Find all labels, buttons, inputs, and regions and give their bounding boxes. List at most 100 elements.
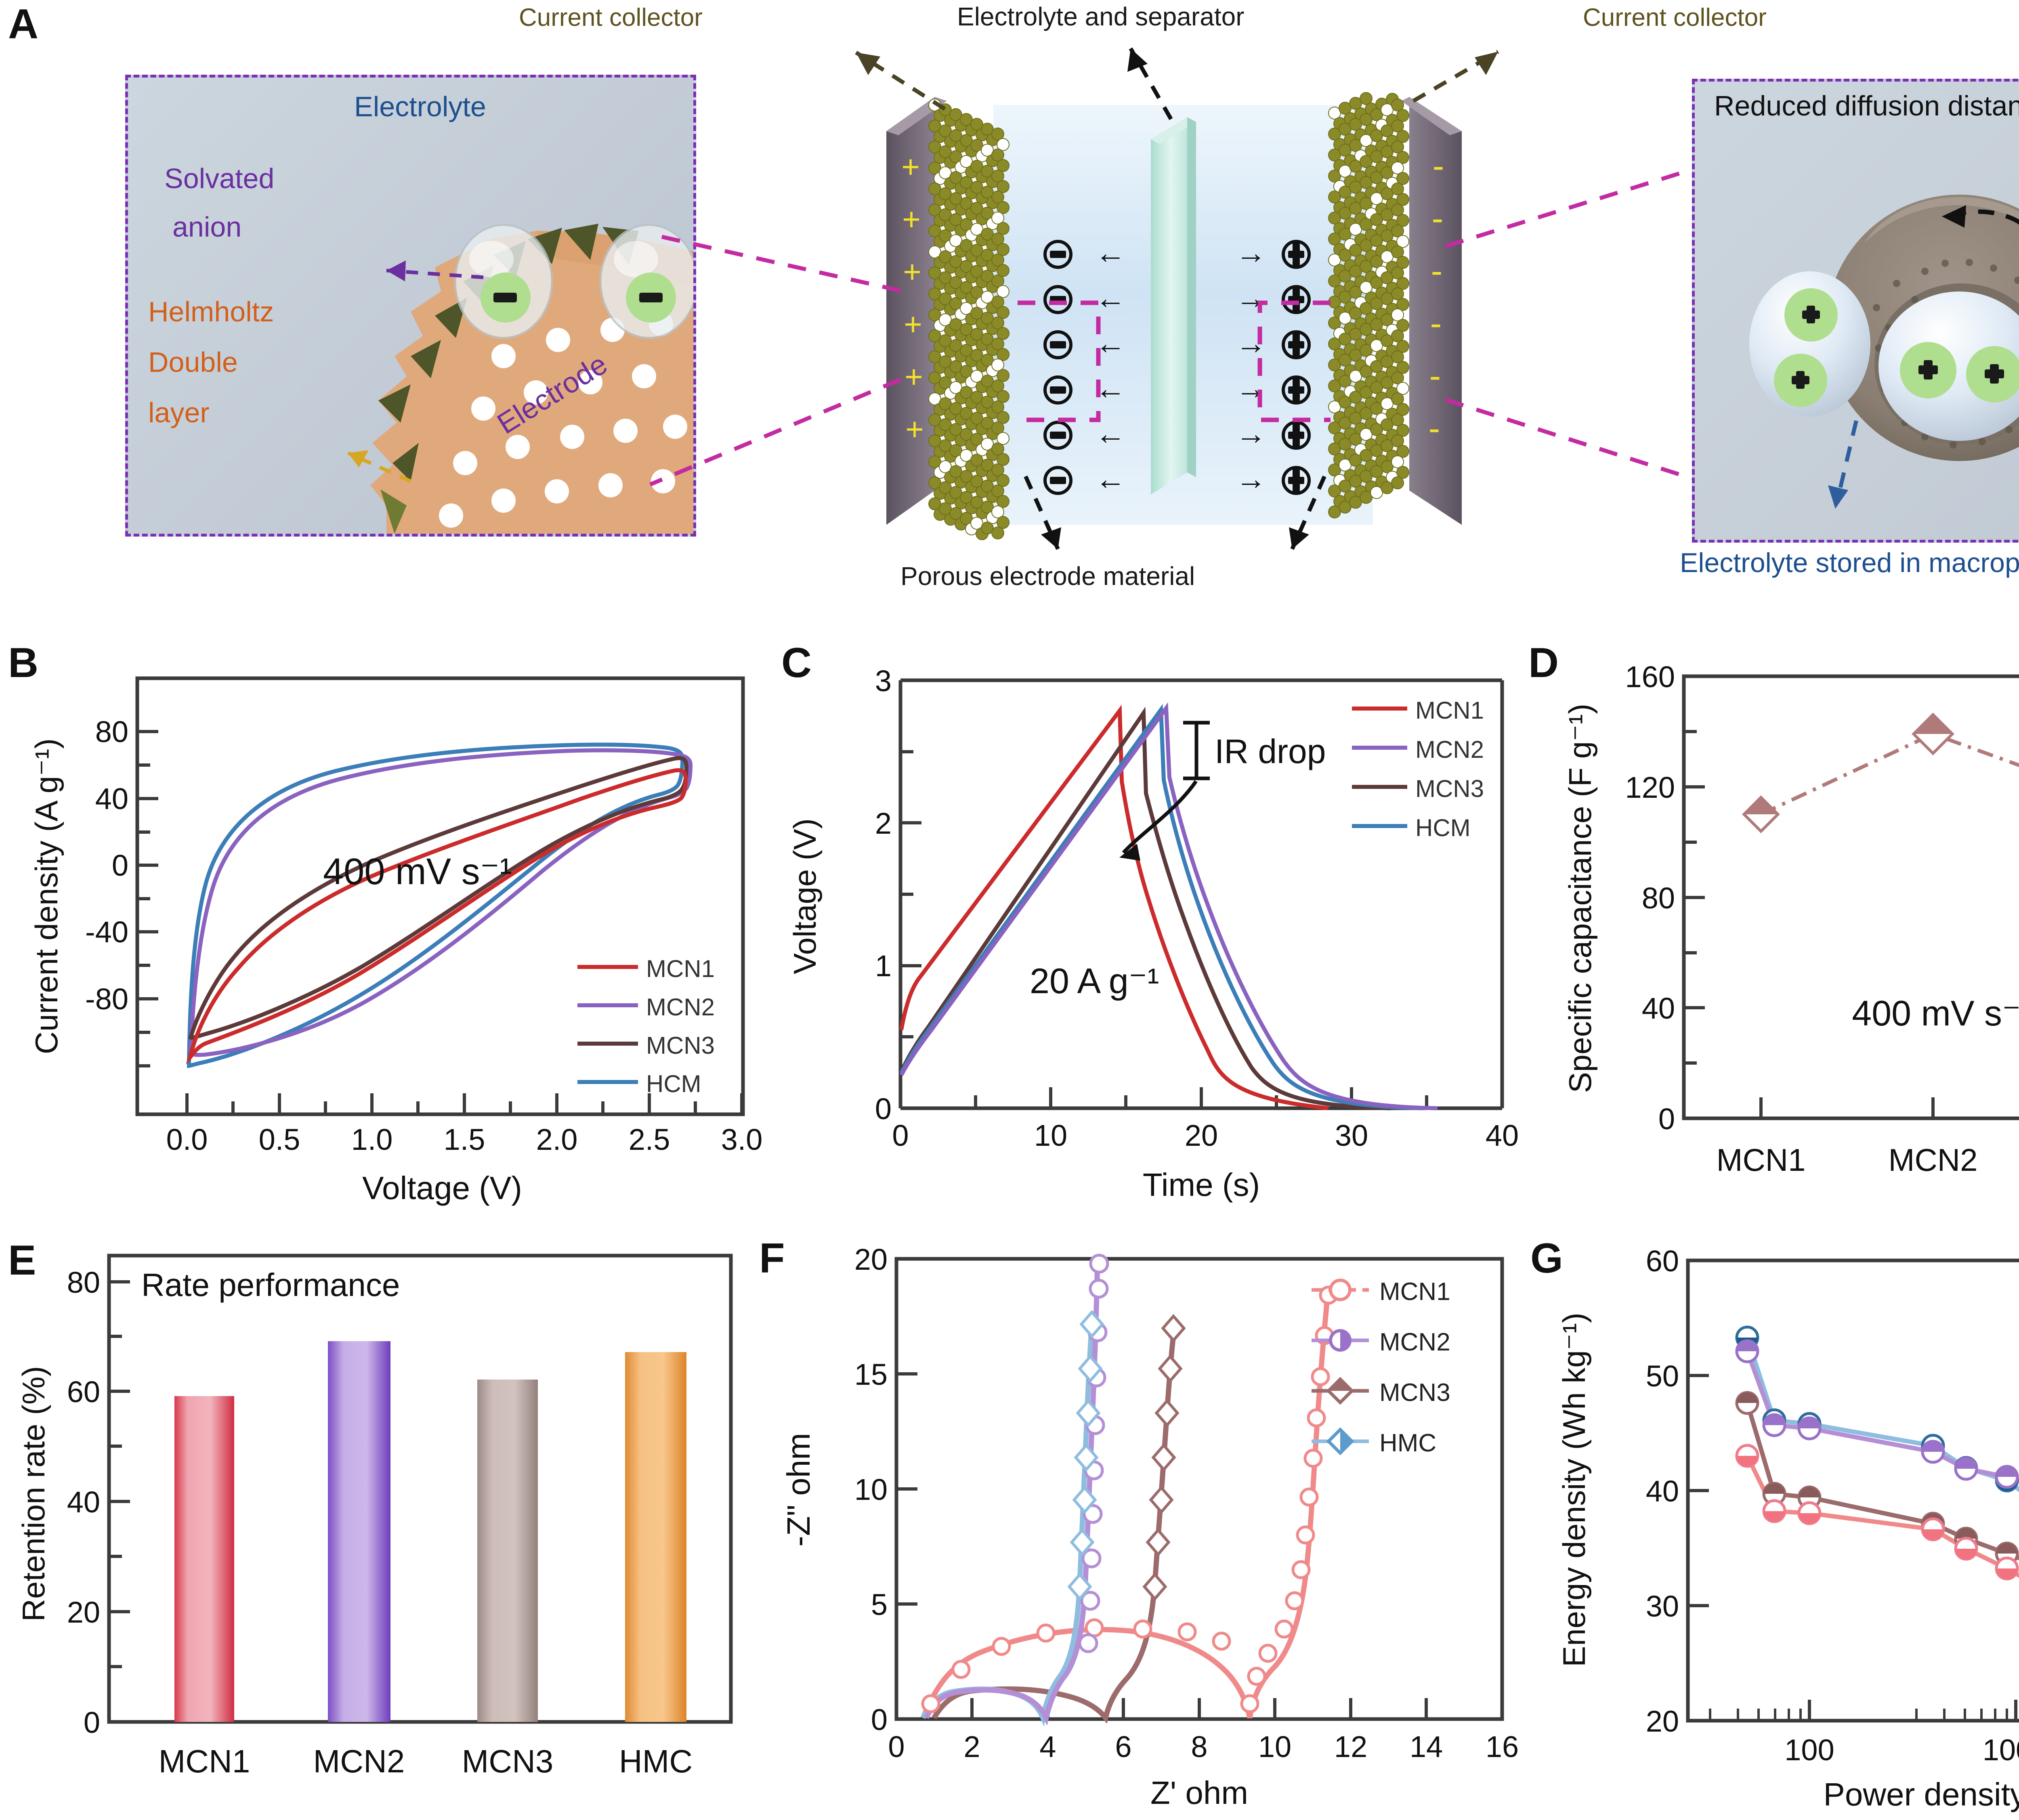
anion-circle <box>1043 466 1072 495</box>
svg-text:12: 12 <box>1334 1730 1367 1763</box>
panel-e-categories: MCN1 MCN2 MCN3 HMC <box>159 1743 693 1779</box>
helmholtz-pointer-arrow <box>347 450 411 483</box>
svg-text:1: 1 <box>875 949 892 983</box>
panel-e-chart: 80 60 40 20 0 MCN1 MCN2 MCN3 HMC Retenti… <box>0 1235 767 1817</box>
svg-text:MCN1: MCN1 <box>159 1743 250 1779</box>
arrowhead-cc-left <box>856 52 880 75</box>
ragone-markers-mcn2 <box>1735 1339 2019 1489</box>
svg-text:-80: -80 <box>85 982 128 1016</box>
panel-c-yticks <box>900 679 921 1110</box>
svg-text:16: 16 <box>1486 1730 1519 1763</box>
legend-label-mcn2: MCN2 <box>1415 736 1484 763</box>
svg-text:40: 40 <box>1486 1119 1519 1152</box>
svg-text:160: 160 <box>1625 660 1675 694</box>
cation-plus-glyph <box>1293 469 1300 492</box>
panel-d-categories: MCN1 MCN2 MCN3 HCM <box>1716 1142 1977 1178</box>
svg-text:0: 0 <box>871 1703 888 1736</box>
collector-plus-charge: + <box>905 411 924 447</box>
panel-label-c: C <box>781 640 812 686</box>
svg-text:1.5: 1.5 <box>444 1123 485 1156</box>
inset-left-helmholtz-line1: Helmholtz <box>148 296 274 327</box>
svg-text:20: 20 <box>1646 1705 1679 1738</box>
panel-g-chart: 60 50 40 30 20 100 1000 10000 Power dens… <box>1514 1235 2019 1817</box>
arrowhead-separator <box>1127 48 1148 72</box>
anion-circle <box>1043 375 1072 405</box>
svg-text:80: 80 <box>1642 881 1675 915</box>
panel-d-line <box>1760 732 2019 816</box>
cation-circle <box>1282 421 1311 450</box>
panel-c-xlabel: Time (s) <box>1143 1167 1260 1203</box>
arrowhead-cc-right <box>1475 52 1498 75</box>
macropore-flow-arrows <box>1835 420 1858 503</box>
arrow-porous-right <box>1290 475 1326 550</box>
anion-pointer-arrow <box>386 260 484 281</box>
panel-b-ylabel: Current density (A g⁻¹) <box>29 738 64 1054</box>
panel-c-svg: IR drop 3 2 1 0 0 10 20 30 40 Time (s) V… <box>787 664 1519 1203</box>
cell-schematic: + + + + + + ------ ← ← ← ← ← ← → → → → → → <box>649 44 1693 565</box>
legend-label-mcn1: MCN1 <box>1415 697 1484 724</box>
legend-label-hcm: HCM <box>646 1070 701 1097</box>
panel-d-axes <box>1682 674 2019 1120</box>
panel-label-b: B <box>8 640 39 686</box>
collector-minus-charge: - <box>1433 147 1444 185</box>
panel-e-xticks <box>204 1701 658 1722</box>
collector-plus-charge: + <box>905 359 923 394</box>
panel-c-ylabel: Voltage (V) <box>787 818 823 974</box>
panel-b-annotation: 400 mV s⁻¹ <box>323 851 512 892</box>
svg-text:60: 60 <box>1646 1244 1679 1278</box>
panel-c-axes <box>898 678 1504 1110</box>
svg-text:40: 40 <box>95 782 128 816</box>
svg-text:10: 10 <box>1034 1119 1067 1152</box>
ragone-markers-mcn1 <box>1735 1444 2019 1581</box>
cation-plus-glyphs <box>1792 306 2004 389</box>
anion-minus-glyph <box>1050 251 1066 258</box>
highlight-box-left <box>1018 300 1101 422</box>
label-current-collector-left: Current collector <box>519 4 703 31</box>
legend-label-mcn3: MCN3 <box>1415 775 1484 802</box>
arrowhead-porous-right <box>1289 527 1309 549</box>
panel-c-ir-drop-label: IR drop <box>1215 732 1326 770</box>
panel-d-annotation: 400 mV s⁻¹ <box>1852 993 2019 1033</box>
panel-d-ylabel: Specific capacitance (F g⁻¹) <box>1562 704 1598 1093</box>
panel-c-yticklabels: 3 2 1 0 <box>875 664 892 1126</box>
cation-plus-glyph <box>1293 333 1300 356</box>
panel-f-chart: 20 15 10 5 0 0 2 4 6 8 10 12 14 16 Z' oh… <box>747 1235 1534 1817</box>
separator-plate <box>1151 117 1187 495</box>
panel-d-xticks <box>1759 1097 1935 1118</box>
legend-label-mcn3: MCN3 <box>1379 1379 1450 1407</box>
callout-right-upper <box>1445 168 1693 480</box>
panel-label-d: D <box>1528 640 1559 686</box>
arrowhead-porous-left <box>1041 527 1061 549</box>
panel-b-xticklabels: 0.0 0.5 1.0 1.5 2.0 2.5 3.0 <box>166 1123 763 1156</box>
collector-plus-charge: + <box>903 254 921 289</box>
ragone-line-mcn1 <box>1745 1455 2019 1578</box>
ir-drop-marker <box>1183 721 1210 780</box>
panel-f-xlabel: Z' ohm <box>1150 1775 1248 1811</box>
label-electrolyte-separator: Electrolyte and separator <box>957 2 1245 31</box>
panel-c-legend: MCN1 MCN2 MCN3 HCM <box>1352 697 1484 841</box>
panel-c-xticks <box>899 1087 1504 1108</box>
cation-plus-glyph <box>1293 243 1300 266</box>
panel-g-axes <box>1686 1258 2019 1723</box>
nyquist-curve-mcn2 <box>924 1260 1100 1726</box>
panel-label-f: F <box>759 1235 785 1282</box>
cation-arrow: → <box>1236 462 1266 496</box>
legend-label-hcm: HCM <box>1415 814 1471 841</box>
svg-text:15: 15 <box>854 1358 888 1391</box>
inset-right-reduced-diffusion-label: Reduced diffusion distance <box>1714 90 2019 122</box>
svg-text:2: 2 <box>875 807 892 840</box>
svg-text:3.0: 3.0 <box>721 1123 763 1156</box>
panel-f-svg: 20 15 10 5 0 0 2 4 6 8 10 12 14 16 Z' oh… <box>781 1243 1519 1811</box>
svg-text:80: 80 <box>95 715 128 749</box>
cation-circle <box>1282 285 1311 314</box>
svg-text:40: 40 <box>1642 992 1675 1025</box>
nyquist-markers-mcn3 <box>1142 1314 1186 1601</box>
svg-text:0: 0 <box>1658 1102 1675 1136</box>
panel-b-xlabel: Voltage (V) <box>362 1170 522 1206</box>
panel-g-xticklabels: 100 1000 10000 <box>1784 1733 2019 1767</box>
ir-drop-arrowhead <box>1119 844 1140 861</box>
legend-label-hmc: HMC <box>1379 1429 1436 1457</box>
anion-minus-glyph <box>1050 432 1066 439</box>
inset-left-helmholtz-line2: Double <box>148 346 238 378</box>
